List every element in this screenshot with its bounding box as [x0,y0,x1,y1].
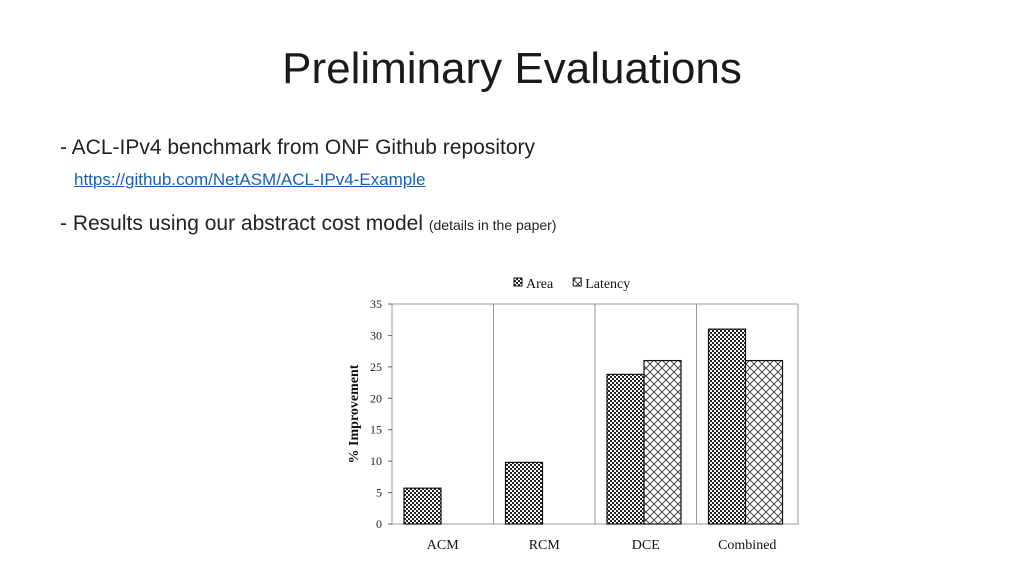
y-tick-label: 35 [370,297,382,311]
bullet-results-note: (details in the paper) [428,217,557,233]
bar-area-acm [403,487,442,525]
bar-area-dce [606,373,645,525]
y-tick-label: 20 [370,391,382,405]
legend-label-area: Area [526,277,554,292]
y-axis-label: % Improvement [347,364,362,463]
bullet-benchmark: - ACL-IPv4 benchmark from ONF Github rep… [60,136,535,159]
slide-title: Preliminary Evaluations [282,44,742,93]
bar-latency-dce [643,359,682,525]
y-tick-label: 0 [376,517,382,531]
x-tick-label: DCE [632,538,660,553]
y-tick-label: 15 [370,423,382,437]
x-tick-label: RCM [529,538,561,553]
improvement-bar-chart: 0 5 10 15 20 25 30 35 % Improvement ACM RCM DCE Comb… [347,277,799,553]
github-link[interactable]: https://github.com/NetASM/ACL-IPv4-Examp… [74,170,426,189]
legend-label-latency: Latency [585,277,630,292]
legend-swatch-latency [572,277,582,287]
bullet-results: - Results using our abstract cost model … [60,212,556,236]
y-tick-label: 25 [370,360,382,374]
x-tick-label: Combined [718,538,776,553]
bar-area-rcm [504,461,544,525]
bar-area-combined [707,328,747,525]
bullet-results-text: - Results using our abstract cost model [60,212,423,235]
x-tick-label: ACM [427,538,459,553]
bar-latency-combined [744,359,784,525]
legend-swatch-area [513,277,523,287]
y-tick-label: 10 [370,454,382,468]
y-tick-label: 5 [376,486,382,500]
y-tick-label: 30 [370,328,382,342]
